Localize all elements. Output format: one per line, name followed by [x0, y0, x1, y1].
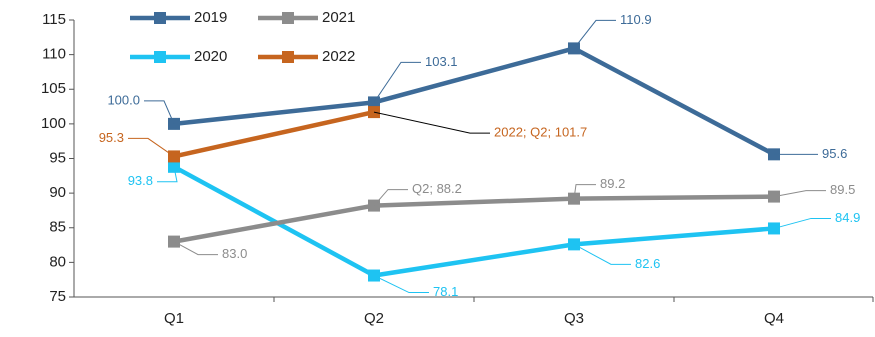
leader-line	[128, 137, 175, 157]
y-tick-label: 105	[41, 80, 66, 97]
data-label: 84.9	[835, 210, 860, 225]
data-label: 78.1	[433, 284, 458, 299]
legend-label: 2020	[194, 48, 227, 65]
data-label: 83.0	[222, 246, 247, 261]
legend-label: 2019	[194, 9, 227, 26]
leader-line	[373, 111, 490, 134]
data-label: 82.6	[635, 256, 660, 271]
legend-marker	[154, 51, 166, 63]
y-tick-label: 80	[49, 253, 66, 270]
y-tick-label: 95	[49, 149, 66, 166]
y-tick-label: 100	[41, 115, 66, 132]
x-tick-label: Q2	[364, 310, 384, 327]
data-label: Q2; 88.2	[412, 181, 462, 196]
leader-line	[373, 61, 421, 103]
x-tick-label: Q4	[764, 310, 784, 327]
leader-line	[373, 189, 408, 206]
data-label: 95.3	[99, 130, 124, 145]
legend-marker	[282, 12, 294, 24]
x-tick-label: Q3	[564, 310, 584, 327]
leader-line	[573, 184, 596, 199]
data-label: 103.1	[425, 54, 458, 69]
data-label: 93.8	[128, 173, 153, 188]
x-tick-label: Q1	[164, 310, 184, 327]
data-label: 110.9	[620, 12, 652, 27]
series-line	[173, 194, 775, 244]
leader-line	[573, 19, 616, 49]
leader-line	[373, 275, 429, 294]
series-line	[173, 46, 776, 157]
series-line	[172, 164, 775, 278]
data-label: 100.0	[107, 92, 140, 107]
y-tick-label: 85	[49, 219, 66, 236]
data-label: 89.2	[600, 176, 625, 191]
leader-line	[773, 190, 826, 198]
y-tick-label: 115	[42, 11, 66, 28]
leader-line	[173, 241, 218, 256]
data-label: 95.6	[822, 146, 847, 161]
y-tick-label: 110	[42, 46, 66, 63]
series-line	[173, 109, 375, 159]
legend-label: 2022	[322, 48, 355, 65]
y-tick-label: 90	[49, 184, 66, 201]
leader-line	[144, 100, 175, 125]
legend-marker	[282, 51, 294, 63]
legend-label: 2021	[322, 9, 355, 26]
data-label: 2022; Q2; 101.7	[494, 125, 587, 140]
data-label: 89.5	[830, 182, 855, 197]
leader-line	[573, 243, 631, 265]
leader-line	[773, 217, 831, 229]
y-tick-label: 75	[49, 288, 66, 305]
leader-line	[157, 166, 178, 183]
legend-marker	[154, 12, 166, 24]
